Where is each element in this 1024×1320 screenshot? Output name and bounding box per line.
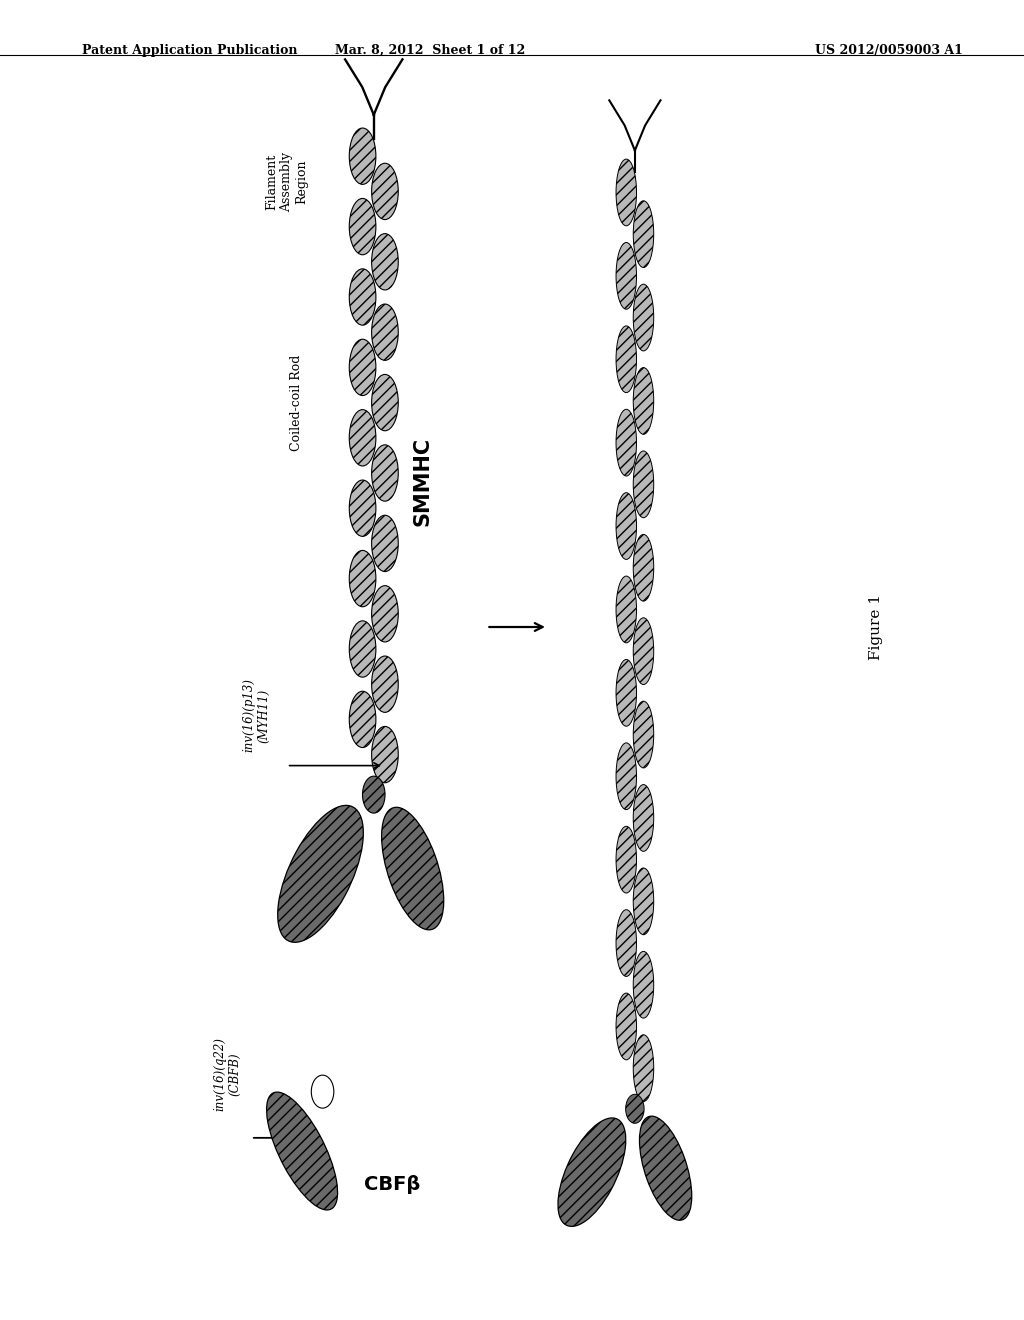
- Text: CBFβ: CBFβ: [364, 1175, 420, 1193]
- Ellipse shape: [616, 743, 637, 809]
- Ellipse shape: [616, 492, 637, 560]
- Ellipse shape: [633, 284, 653, 351]
- Text: inv(16)(p13)
(MYH11): inv(16)(p13) (MYH11): [242, 678, 270, 752]
- Ellipse shape: [372, 726, 398, 783]
- Ellipse shape: [616, 993, 637, 1060]
- Ellipse shape: [558, 1118, 626, 1226]
- Ellipse shape: [633, 535, 653, 601]
- Ellipse shape: [382, 808, 443, 929]
- Ellipse shape: [362, 776, 385, 813]
- Ellipse shape: [372, 164, 398, 219]
- Ellipse shape: [372, 234, 398, 290]
- Ellipse shape: [311, 1074, 334, 1109]
- Text: inv(16)(q22)
(CBFB): inv(16)(q22) (CBFB): [213, 1038, 242, 1111]
- Ellipse shape: [633, 952, 653, 1018]
- Ellipse shape: [266, 1092, 338, 1210]
- Ellipse shape: [349, 409, 376, 466]
- Ellipse shape: [639, 1117, 692, 1220]
- Text: Filament
Assembly
Region: Filament Assembly Region: [265, 152, 308, 213]
- Ellipse shape: [633, 618, 653, 685]
- Ellipse shape: [633, 784, 653, 851]
- Ellipse shape: [349, 480, 376, 536]
- Ellipse shape: [349, 692, 376, 747]
- Ellipse shape: [349, 269, 376, 325]
- Ellipse shape: [616, 576, 637, 643]
- Ellipse shape: [616, 160, 637, 226]
- Ellipse shape: [349, 339, 376, 396]
- Ellipse shape: [626, 1094, 644, 1123]
- Ellipse shape: [616, 243, 637, 309]
- Ellipse shape: [372, 586, 398, 642]
- Ellipse shape: [616, 909, 637, 977]
- Text: Patent Application Publication: Patent Application Publication: [82, 44, 297, 57]
- Ellipse shape: [616, 326, 637, 392]
- Ellipse shape: [633, 1035, 653, 1101]
- Ellipse shape: [633, 201, 653, 268]
- Ellipse shape: [633, 367, 653, 434]
- Ellipse shape: [372, 515, 398, 572]
- Ellipse shape: [633, 701, 653, 768]
- Text: Coiled-coil Rod: Coiled-coil Rod: [291, 354, 303, 451]
- Ellipse shape: [372, 304, 398, 360]
- Text: Mar. 8, 2012  Sheet 1 of 12: Mar. 8, 2012 Sheet 1 of 12: [335, 44, 525, 57]
- Ellipse shape: [372, 375, 398, 430]
- Ellipse shape: [349, 198, 376, 255]
- Ellipse shape: [616, 409, 637, 477]
- Ellipse shape: [278, 805, 364, 942]
- Ellipse shape: [616, 660, 637, 726]
- Ellipse shape: [633, 869, 653, 935]
- Ellipse shape: [372, 656, 398, 713]
- Text: US 2012/0059003 A1: US 2012/0059003 A1: [815, 44, 963, 57]
- Ellipse shape: [616, 826, 637, 894]
- Ellipse shape: [633, 451, 653, 517]
- Ellipse shape: [349, 128, 376, 185]
- Ellipse shape: [372, 445, 398, 502]
- Ellipse shape: [349, 550, 376, 607]
- Text: Figure 1: Figure 1: [868, 594, 883, 660]
- Ellipse shape: [349, 620, 376, 677]
- Text: SMMHC: SMMHC: [413, 437, 433, 527]
